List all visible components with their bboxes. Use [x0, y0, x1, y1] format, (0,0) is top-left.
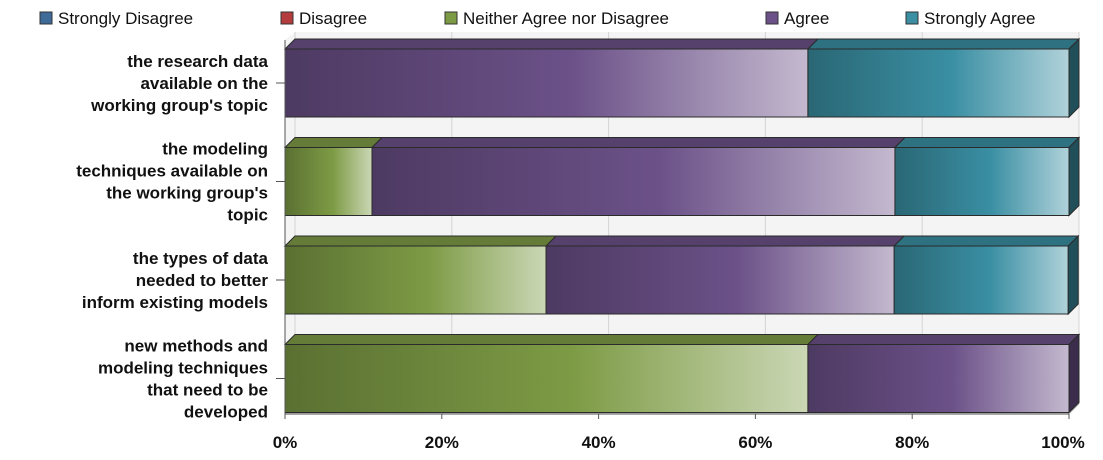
bar-segment-agree [544, 235, 906, 315]
bar-segment-agree [370, 137, 907, 216]
legend-label: Agree [784, 9, 829, 28]
bar-segment-agree [806, 333, 1081, 414]
bar-segment-neither-agree-nor-disagree [283, 137, 384, 216]
legend-item-strongly-disagree: Strongly Disagree [39, 9, 193, 28]
legend-item-disagree: Disagree [280, 9, 367, 28]
legend-label: Strongly Agree [924, 9, 1036, 28]
category-label: the types of data needed to better inform … [82, 249, 269, 312]
x-tick-label: 100% [1041, 433, 1084, 452]
bar-segment-neither-agree-nor-disagree [283, 334, 820, 413]
plot-back-wall [285, 32, 1079, 414]
bars [283, 37, 1081, 414]
bar-row-2 [283, 136, 1081, 217]
x-tick-label: 20% [425, 433, 459, 452]
x-tick-label: 40% [582, 433, 616, 452]
legend-label: Neither Agree nor Disagree [463, 9, 669, 28]
legend-item-neither-agree-nor-disagree: Neither Agree nor Disagree [444, 9, 669, 28]
legend-label: Strongly Disagree [58, 9, 193, 28]
bar-segment-strongly-agree [806, 37, 1081, 119]
category-label: the research data available on the working… [90, 52, 268, 115]
legend-swatch [905, 11, 919, 25]
bar-segment-strongly-agree [893, 136, 1081, 217]
category-label: new methods and modeling techniques that n… [98, 337, 268, 422]
x-axis-ticks: 0% 20% 40% 60% 80% 100% [273, 414, 1085, 452]
category-label: the modeling techniques available on the w… [76, 140, 268, 225]
legend-swatch [39, 11, 53, 25]
legend-item-agree: Agree [765, 9, 829, 28]
axes [284, 40, 1069, 415]
legend-swatch [444, 11, 458, 25]
bar-row-1 [283, 37, 1081, 119]
category-labels: the research data available on the working… [76, 52, 285, 422]
legend-item-strongly-agree: Strongly Agree [905, 9, 1036, 28]
bar-segment-strongly-agree [892, 234, 1080, 316]
x-tick-label: 60% [738, 433, 772, 452]
legend-swatch [765, 11, 779, 25]
bar-row-3 [283, 234, 1080, 316]
bar-segment-agree [283, 38, 820, 118]
bar-segment-neither-agree-nor-disagree [283, 235, 558, 315]
gridline-floor [1068, 403, 1080, 415]
legend-swatch [280, 11, 294, 25]
bar-row-4 [283, 333, 1081, 414]
x-tick-label: 80% [895, 433, 929, 452]
legend: Strongly Disagree Disagree Neither Agree n… [39, 9, 1036, 28]
x-tick-label: 0% [273, 433, 298, 452]
legend-label: Disagree [299, 9, 367, 28]
